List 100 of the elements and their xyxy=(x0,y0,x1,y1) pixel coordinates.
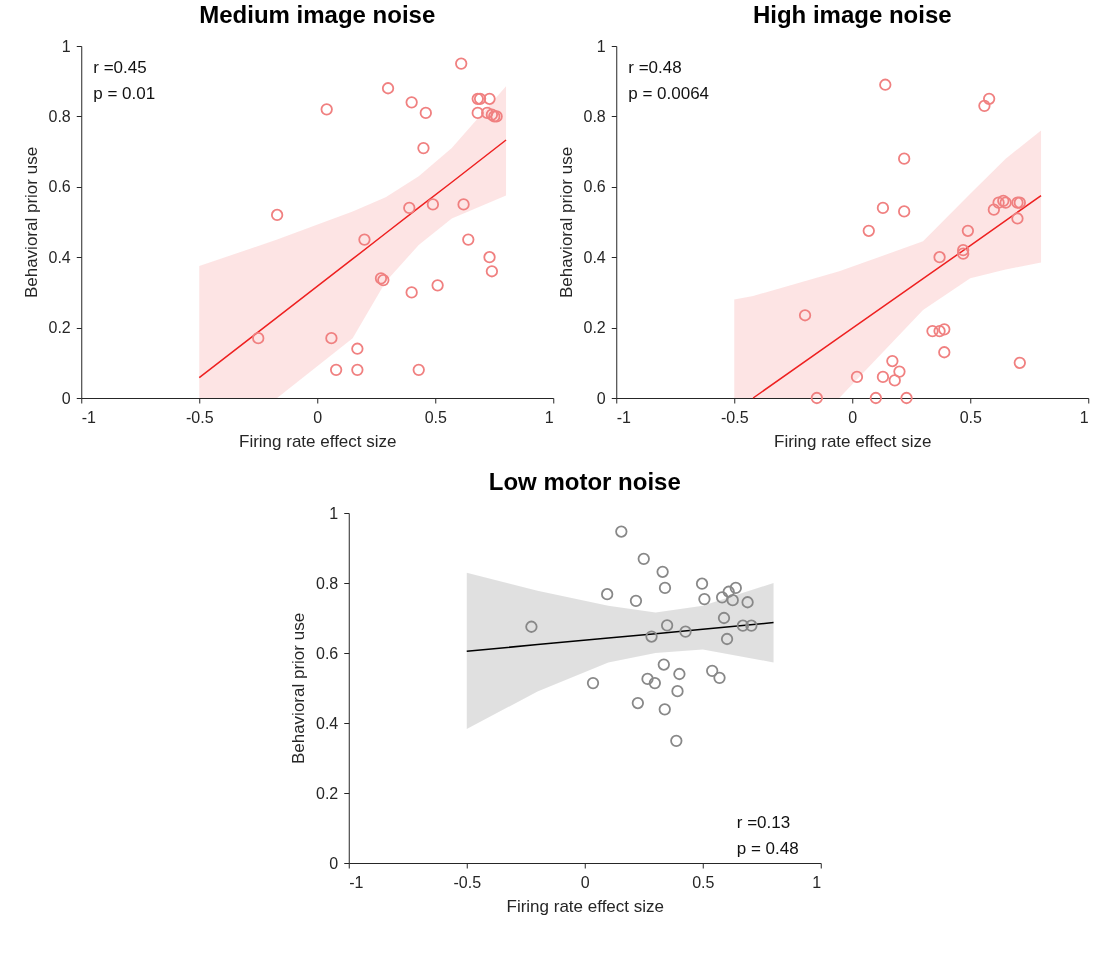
x-axis-title: Firing rate effect size xyxy=(239,431,397,451)
point xyxy=(1013,356,1026,369)
point xyxy=(426,198,440,211)
point xyxy=(656,565,669,578)
x-tick-label: -0.5 xyxy=(720,408,749,426)
point xyxy=(722,585,735,598)
point xyxy=(706,664,719,677)
point xyxy=(351,363,364,376)
annotation: p = 0.0064 xyxy=(628,84,710,103)
y-tick-label: 0 xyxy=(329,854,339,872)
chart-title: Medium image noise xyxy=(199,1,436,28)
annotation: r =0.13 xyxy=(736,813,791,832)
line-series xyxy=(752,194,1042,399)
point xyxy=(736,619,750,632)
point xyxy=(660,619,674,632)
x-tick-label: 0 xyxy=(848,408,858,426)
point xyxy=(741,596,754,609)
point xyxy=(992,196,1005,209)
y-tick-label: 0.4 xyxy=(583,248,606,266)
x-tick-label: 1 xyxy=(544,408,554,426)
y-axis-title: Behavioral prior use xyxy=(21,146,41,299)
point xyxy=(926,324,939,338)
point xyxy=(485,265,499,278)
point xyxy=(982,92,996,105)
point xyxy=(645,630,658,643)
annotation: p = 0.48 xyxy=(736,839,799,858)
y-tick-label: 1 xyxy=(596,37,606,55)
x-tick-label: -1 xyxy=(81,408,97,426)
y-tick-label: 0 xyxy=(596,389,606,407)
point xyxy=(987,203,1000,216)
point xyxy=(471,106,484,120)
point xyxy=(412,363,425,376)
point xyxy=(938,323,951,336)
point xyxy=(673,667,686,681)
point xyxy=(431,279,444,292)
y-tick-label: 0.6 xyxy=(583,178,606,196)
x-tick-label: -0.5 xyxy=(453,873,482,891)
y-tick-label: 0 xyxy=(61,389,71,407)
point xyxy=(726,594,739,607)
point xyxy=(720,632,734,646)
point xyxy=(252,332,265,345)
point xyxy=(320,103,333,116)
y-tick-label: 0.8 xyxy=(316,574,339,592)
point xyxy=(457,198,470,211)
line-series xyxy=(198,139,507,379)
point xyxy=(715,591,729,604)
y-axis-title: Behavioral prior use xyxy=(289,612,309,765)
x-tick-label: 1 xyxy=(1079,408,1089,426)
point xyxy=(869,391,882,405)
point xyxy=(601,588,614,601)
point xyxy=(876,370,890,384)
point xyxy=(325,332,338,345)
point xyxy=(1011,212,1024,225)
chart-title: Low motor noise xyxy=(488,468,681,495)
point xyxy=(900,391,913,405)
point xyxy=(405,286,418,299)
line-series xyxy=(466,621,775,652)
x-tick-label: 0.5 xyxy=(959,408,982,426)
point xyxy=(898,152,911,165)
annotation: p = 0.01 xyxy=(93,84,156,103)
x-tick-label: -0.5 xyxy=(185,408,214,426)
point xyxy=(729,581,742,595)
point xyxy=(862,224,875,237)
point xyxy=(483,92,496,105)
point xyxy=(695,577,709,590)
point xyxy=(462,233,475,246)
point xyxy=(615,525,628,538)
point xyxy=(483,251,496,264)
point xyxy=(658,581,672,595)
point xyxy=(417,141,430,155)
y-tick-label: 0.8 xyxy=(48,107,71,125)
point xyxy=(679,625,692,638)
point xyxy=(670,734,683,747)
chart-title: High image noise xyxy=(752,1,952,28)
point xyxy=(745,619,758,632)
point xyxy=(525,620,538,633)
point xyxy=(933,324,946,338)
y-tick-label: 0.4 xyxy=(48,248,71,266)
y-axis-title: Behavioral prior use xyxy=(556,146,576,299)
point xyxy=(329,363,343,376)
y-tick-label: 0.4 xyxy=(316,714,339,732)
point xyxy=(933,251,946,264)
point xyxy=(717,611,731,625)
point xyxy=(381,82,395,95)
annotation: r =0.48 xyxy=(628,58,682,77)
point xyxy=(351,342,364,355)
point xyxy=(876,201,890,215)
y-tick-label: 0.6 xyxy=(48,178,71,196)
point xyxy=(270,208,284,222)
y-tick-label: 0.6 xyxy=(316,644,339,662)
x-tick-label: 1 xyxy=(812,873,822,891)
y-tick-label: 0.2 xyxy=(583,319,606,337)
y-tick-label: 1 xyxy=(329,504,339,522)
point xyxy=(631,696,644,710)
y-tick-label: 0.2 xyxy=(48,319,71,337)
point xyxy=(657,658,670,671)
point xyxy=(481,106,494,120)
point xyxy=(586,676,600,690)
x-tick-label: 0.5 xyxy=(424,408,447,426)
x-tick-label: -1 xyxy=(616,408,632,426)
